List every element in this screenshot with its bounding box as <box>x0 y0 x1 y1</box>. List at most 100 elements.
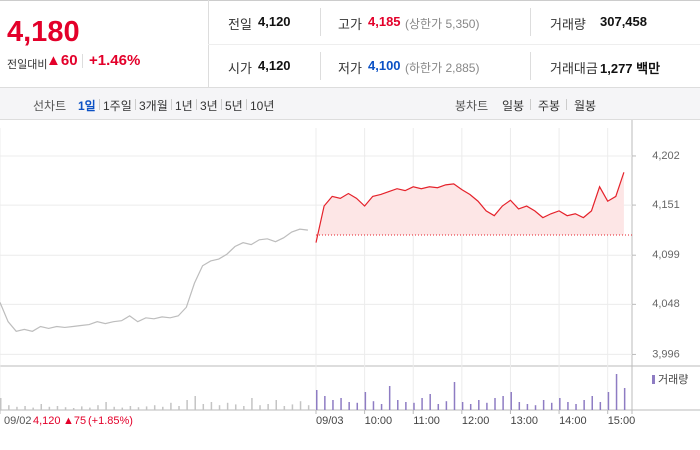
x-tick-label: 13:00 <box>510 415 538 427</box>
volume-bar <box>81 406 83 410</box>
stat-value: 4,100 <box>368 58 401 73</box>
volume-bar <box>461 402 464 410</box>
volume-bar <box>40 404 43 410</box>
volume-bar <box>623 388 626 410</box>
stat-note: (하한가 2,885) <box>405 61 480 75</box>
volume-bar <box>599 402 602 410</box>
volume-bar <box>218 405 221 410</box>
tab-separator <box>196 99 197 110</box>
volume-bar <box>469 404 472 410</box>
period-tab[interactable]: 3개월 <box>139 99 168 113</box>
volume-bar <box>97 405 99 410</box>
volume-bar <box>113 406 115 410</box>
period-tab[interactable]: 5년 <box>225 99 243 113</box>
stat-value: 1,277 백만 <box>600 61 661 76</box>
y-tick-label: 4,151 <box>652 199 680 211</box>
period-tab[interactable]: 1일 <box>78 99 96 113</box>
volume-bar <box>291 404 294 410</box>
volume-bar <box>486 402 488 410</box>
tab-separator <box>99 99 100 110</box>
change-label: 전일대비 <box>7 59 48 71</box>
change: ▲60 <box>46 52 78 69</box>
tab-bar <box>0 88 700 120</box>
period-tab[interactable]: 10년 <box>250 99 275 113</box>
volume-bar <box>372 401 375 410</box>
candle-tab[interactable]: 주봉 <box>538 99 561 113</box>
volume-bar <box>145 406 148 410</box>
readout-text: (+1.85%) <box>88 415 133 427</box>
candle-tab[interactable]: 일봉 <box>502 99 525 113</box>
volume-bar <box>16 406 18 410</box>
stat-label: 전일 <box>228 17 252 32</box>
volume-bar <box>316 390 318 410</box>
volume-bar <box>340 398 342 410</box>
volume-bar <box>518 402 521 410</box>
stat-label: 거래량 <box>550 17 586 32</box>
volume-bar <box>24 406 26 410</box>
stat-note: (상한가 5,350) <box>405 17 480 31</box>
volume-bar <box>567 402 569 410</box>
candle-tab[interactable]: 월봉 <box>574 99 597 113</box>
volume-bar <box>210 402 213 410</box>
volume-bar <box>129 406 132 410</box>
price-line <box>315 172 625 243</box>
readout-text: ▲75 <box>63 415 86 427</box>
period-tab[interactable]: 1년 <box>175 99 193 113</box>
tab-separator <box>221 99 222 110</box>
legend-swatch <box>652 375 655 384</box>
header <box>0 0 700 88</box>
volume-bar <box>583 400 585 410</box>
volume-bar <box>510 392 512 410</box>
tab-separator <box>246 99 247 110</box>
volume-bar <box>48 406 51 410</box>
volume-bar <box>226 402 229 410</box>
volume-bar <box>324 396 326 410</box>
y-tick-label: 4,048 <box>652 298 680 310</box>
volume-bar <box>502 396 504 410</box>
line-chart-label: 선차트 <box>33 99 67 113</box>
price-line <box>0 228 308 332</box>
volume-bar <box>64 407 67 410</box>
volume-bar <box>429 394 431 410</box>
y-tick-label: 4,099 <box>652 249 680 261</box>
volume-bar <box>153 405 156 410</box>
change-rate: +1.46% <box>89 52 141 69</box>
x-tick-label: 11:00 <box>413 415 440 427</box>
volume-bar <box>0 398 2 410</box>
volume-bar <box>307 405 310 410</box>
volume-bar <box>251 398 253 410</box>
volume-bar <box>137 407 140 410</box>
period-tab[interactable]: 1주일 <box>103 99 132 113</box>
volume-bar <box>105 402 107 410</box>
current-price: 4,180 <box>7 16 80 48</box>
volume-bar <box>267 404 269 410</box>
stat-label: 저가 <box>338 61 362 76</box>
price-area <box>316 172 624 243</box>
stat-value: 4,185 <box>368 14 401 29</box>
volume-bar <box>194 396 196 410</box>
x-tick-label: 09/03 <box>316 415 344 427</box>
volume-bar <box>550 402 553 410</box>
y-tick-label: 3,996 <box>652 348 680 360</box>
volume-bar <box>348 402 350 410</box>
tab-separator <box>135 99 136 110</box>
volume-bar <box>32 407 34 410</box>
volume-bar <box>437 404 440 410</box>
volume-bar <box>8 405 10 410</box>
volume-bar <box>453 382 456 410</box>
volume-bar <box>607 392 610 410</box>
period-tab[interactable]: 3년 <box>200 99 218 113</box>
volume-bar <box>170 402 172 410</box>
tab-separator <box>530 99 531 110</box>
volume-bar <box>178 406 180 410</box>
volume-bar <box>275 400 277 410</box>
stat-value: 4,120 <box>258 58 291 73</box>
volume-bar <box>494 398 496 410</box>
stat-value: 4,120 <box>258 14 291 29</box>
stat-label: 고가 <box>338 17 362 32</box>
x-tick-label: 12:00 <box>462 415 490 427</box>
volume-bar <box>388 386 391 410</box>
volume-bar <box>202 404 205 410</box>
volume-bar <box>356 402 359 410</box>
